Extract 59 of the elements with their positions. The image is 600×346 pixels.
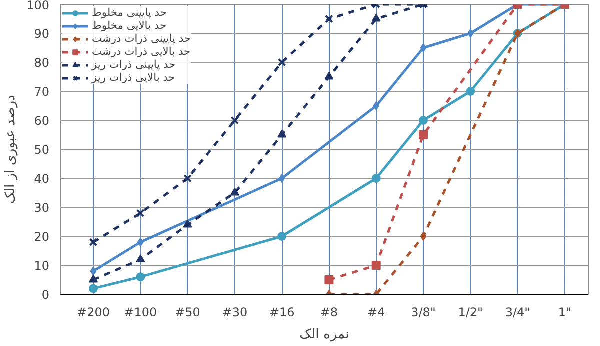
point xyxy=(136,254,146,263)
y-tick-label: 50 xyxy=(34,143,50,157)
point xyxy=(89,274,98,283)
x-tick-label: #100 xyxy=(124,306,158,320)
point xyxy=(324,276,334,284)
legend-label: حد پایینی مخلوط xyxy=(92,6,167,19)
x-tick-label: #200 xyxy=(77,306,110,320)
point xyxy=(372,14,381,22)
point xyxy=(89,238,98,246)
point xyxy=(466,87,476,96)
point xyxy=(372,261,381,270)
point xyxy=(467,29,474,38)
x-axis-title: نمره الک xyxy=(300,328,350,342)
point xyxy=(278,174,286,183)
point xyxy=(278,58,286,67)
point xyxy=(325,14,334,24)
point xyxy=(420,44,427,52)
point xyxy=(419,130,428,140)
point xyxy=(420,232,427,241)
y-axis-title: درصد عبوری از الک xyxy=(4,94,19,204)
point xyxy=(89,284,98,294)
point xyxy=(136,272,146,282)
y-tick-label: 70 xyxy=(34,85,50,99)
x-tick-label: #8 xyxy=(320,306,338,320)
x-tick-label: 3/4" xyxy=(505,306,530,320)
point xyxy=(230,116,240,125)
y-tick-label: 30 xyxy=(34,201,50,215)
point xyxy=(278,232,287,241)
legend-label: حد پایینی ذرات درشت xyxy=(92,32,192,45)
legend-label: حد پایینی ذرات ریز xyxy=(92,58,176,71)
x-tick-label: #50 xyxy=(175,306,200,320)
point xyxy=(137,238,144,247)
x-tick-label: #4 xyxy=(368,306,386,320)
x-tick-label: 1" xyxy=(558,306,572,320)
point xyxy=(419,116,428,125)
point xyxy=(136,209,145,218)
y-tick-label: 0 xyxy=(42,288,50,302)
y-tick-label: 40 xyxy=(34,172,50,186)
point xyxy=(230,188,240,196)
point xyxy=(373,102,380,110)
x-tick-label: #30 xyxy=(222,306,248,320)
legend-label: حد بالایی ذرات ریز xyxy=(92,71,176,84)
point xyxy=(183,220,192,228)
y-tick-label: 80 xyxy=(34,56,50,70)
point xyxy=(184,174,192,183)
legend-label: حد بالایی مخلوط xyxy=(92,19,167,32)
x-tick-label: #16 xyxy=(269,306,295,320)
point xyxy=(90,266,97,276)
y-tick-label: 60 xyxy=(34,114,50,128)
y-tick-label: 100 xyxy=(26,0,50,12)
legend-label: حد بالایی ذرات درشت xyxy=(92,45,191,58)
point xyxy=(324,72,334,80)
point xyxy=(278,130,287,138)
y-tick-label: 90 xyxy=(34,27,50,41)
y-tick-label: 20 xyxy=(34,230,50,244)
x-tick-label: 1/2" xyxy=(458,306,484,320)
y-tick-label: 10 xyxy=(34,259,50,273)
point xyxy=(372,174,381,183)
x-tick-label: 3/8" xyxy=(411,306,436,320)
